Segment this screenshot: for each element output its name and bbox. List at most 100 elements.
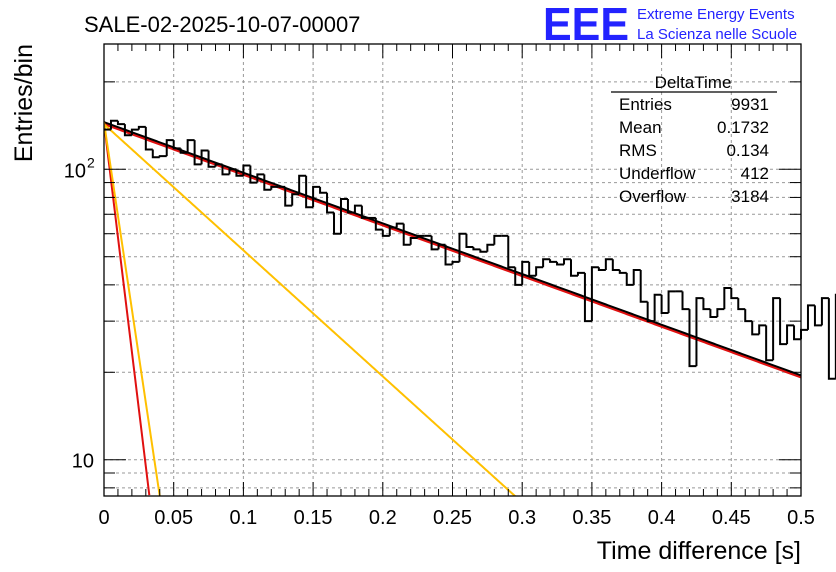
histogram-bin — [214, 163, 223, 167]
histogram-bin — [165, 139, 174, 157]
histogram-bin — [186, 139, 195, 153]
histogram-bin — [353, 204, 362, 213]
stat-value: 3184 — [731, 187, 769, 206]
histogram-bin — [813, 305, 822, 327]
histogram-bin — [702, 298, 711, 311]
histogram-bin — [556, 261, 565, 266]
histogram-bin — [779, 298, 788, 346]
histogram-bin — [737, 298, 746, 311]
histogram-bin — [521, 260, 530, 285]
histogram-bin — [416, 234, 425, 238]
histogram-bin — [263, 174, 272, 191]
histogram-bin — [535, 266, 544, 276]
x-tick-label: 0 — [98, 507, 109, 529]
histogram-bin — [723, 287, 732, 310]
histogram-bin — [444, 244, 453, 266]
histogram-bin — [597, 267, 606, 271]
stat-label: Overflow — [619, 187, 687, 206]
x-tick-label: 0.05 — [154, 507, 193, 529]
fast-orange-component — [104, 122, 161, 496]
histogram-bin — [806, 304, 815, 330]
histogram-bin — [765, 325, 774, 362]
y-axis-label: Entries/bin — [10, 44, 38, 162]
x-tick-label: 0.3 — [508, 507, 536, 529]
histogram-bin — [751, 321, 760, 336]
medium-component — [104, 123, 517, 496]
x-tick-labels: 0 0.05 0.1 0.15 0.2 0.25 0.3 0.35 0.4 0.45 0.5 — [98, 507, 814, 529]
histogram-bin — [151, 149, 160, 159]
x-tick-label: 0.5 — [787, 507, 815, 529]
y-tick-label: 10 — [72, 451, 94, 473]
histogram-bin — [479, 249, 488, 253]
histogram-bin — [346, 199, 355, 214]
histogram-bin — [144, 126, 153, 151]
grid — [104, 44, 801, 496]
x-tick-label: 0.1 — [229, 507, 257, 529]
histogram-bin — [667, 290, 676, 313]
histogram-bin — [730, 288, 739, 300]
histogram-bin — [716, 308, 725, 318]
histogram-bin — [793, 325, 801, 341]
histogram-bin — [569, 259, 578, 277]
stat-value: 0.1732 — [717, 118, 769, 137]
histogram-bin — [542, 258, 551, 268]
histogram-bin — [549, 259, 558, 263]
histogram-bin — [820, 297, 829, 326]
histogram-bin — [430, 235, 439, 251]
fast-red-component — [104, 122, 151, 496]
histogram-bin — [611, 259, 620, 271]
histogram-bin — [123, 124, 132, 137]
stat-label: Mean — [619, 118, 662, 137]
histogram-bin — [409, 236, 418, 245]
histogram-bin — [695, 297, 704, 367]
histogram-bin — [458, 232, 467, 262]
axis-ticks — [103, 44, 802, 496]
histogram-bin — [604, 258, 613, 270]
stat-label: Underflow — [619, 164, 696, 183]
x-tick-label: 0.15 — [294, 507, 333, 529]
stats-box: DeltaTime Entries 9931 Mean 0.1732 RMS 0… — [611, 73, 777, 206]
histogram-bin — [109, 119, 118, 130]
histogram-bin — [451, 260, 460, 265]
histogram-bin — [514, 267, 523, 286]
histogram-bin — [137, 125, 146, 130]
histogram-bin — [528, 261, 537, 277]
x-axis-label: Time difference [s] — [597, 537, 801, 565]
histogram-bin — [319, 186, 328, 194]
histogram-bin — [388, 226, 397, 236]
histogram-bin — [130, 128, 139, 136]
histogram-bin — [200, 149, 209, 165]
y-tick-exponent: 2 — [87, 154, 95, 170]
histogram-bin — [305, 175, 314, 209]
histogram-bin — [681, 291, 690, 311]
histogram-bin — [402, 223, 411, 246]
y-tick-label: 10 — [64, 160, 86, 182]
histogram-bin — [116, 120, 125, 126]
histogram-bin — [249, 165, 258, 184]
histogram-bin — [688, 309, 697, 368]
histogram-bin — [256, 173, 265, 183]
histogram-bin — [207, 150, 216, 168]
histogram-bin — [563, 258, 571, 265]
logo-line-2: La Scienza nelle Scuole — [637, 26, 797, 43]
histogram-bin — [179, 148, 188, 154]
histogram-bin — [472, 247, 481, 251]
x-tick-label: 0.2 — [369, 507, 397, 529]
histogram-bin — [576, 271, 585, 276]
histogram-bin — [625, 272, 634, 286]
histogram-bin — [172, 140, 181, 150]
histogram-bin — [374, 217, 383, 231]
histogram-bin — [221, 164, 230, 176]
histogram-bin — [333, 212, 341, 235]
eee-logo: EEE — [543, 0, 629, 50]
histogram-bin — [744, 309, 753, 323]
histogram-bin — [326, 192, 335, 214]
x-tick-label: 0.45 — [712, 507, 751, 529]
histogram-bin — [381, 229, 390, 237]
stat-value: 0.134 — [726, 141, 769, 160]
histogram-bin — [653, 293, 662, 322]
histogram-bin — [660, 294, 669, 314]
histogram-bin — [590, 266, 599, 322]
histogram-bin — [395, 222, 404, 228]
histogram-bin — [312, 185, 321, 208]
